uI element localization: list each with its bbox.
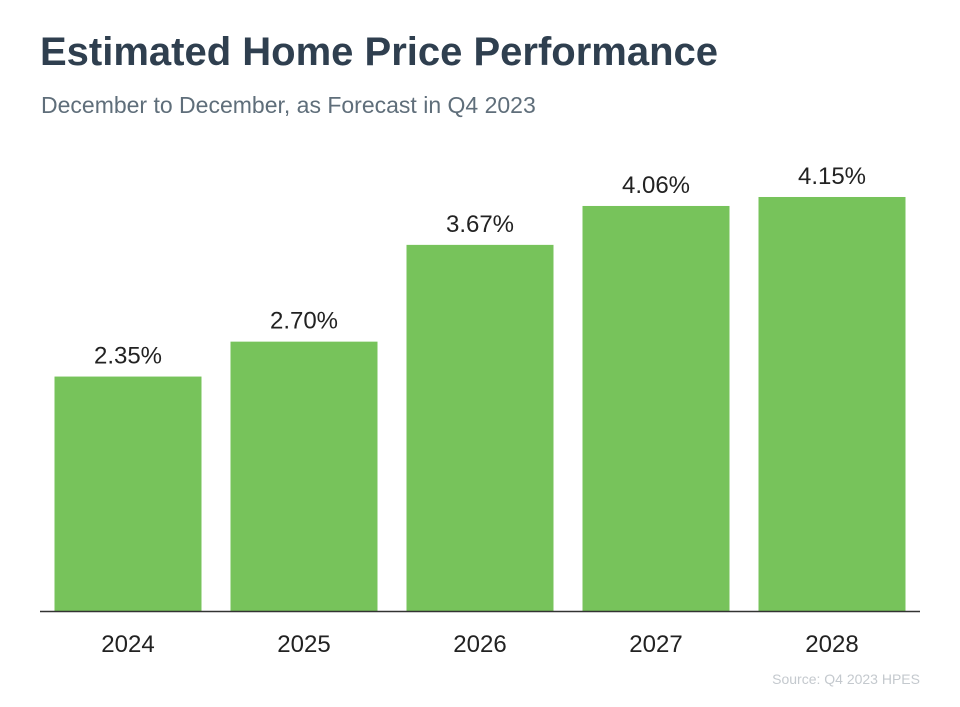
x-tick-label-2026: 2026 [453, 631, 506, 658]
bar-2025 [230, 341, 378, 611]
chart-subtitle: December to December, as Forecast in Q4 … [41, 92, 536, 118]
x-tick-label-2024: 2024 [101, 631, 154, 658]
data-label-2025: 2.70% [270, 308, 338, 335]
data-label-2024: 2.35% [94, 343, 162, 370]
x-tick-label-2028: 2028 [805, 631, 858, 658]
bar-2024 [54, 376, 202, 611]
chart-title: Estimated Home Price Performance [40, 30, 719, 74]
x-tick-label-2025: 2025 [277, 631, 330, 658]
data-label-2028: 4.15% [798, 163, 866, 190]
bar-2026 [406, 244, 554, 611]
bar-2028 [758, 196, 906, 611]
source-note: Source: Q4 2023 HPES [772, 671, 920, 687]
bar-2027 [582, 205, 730, 611]
x-tick-label-2027: 2027 [629, 631, 682, 658]
data-label-2027: 4.06% [622, 172, 690, 199]
data-label-2026: 3.67% [446, 211, 514, 238]
